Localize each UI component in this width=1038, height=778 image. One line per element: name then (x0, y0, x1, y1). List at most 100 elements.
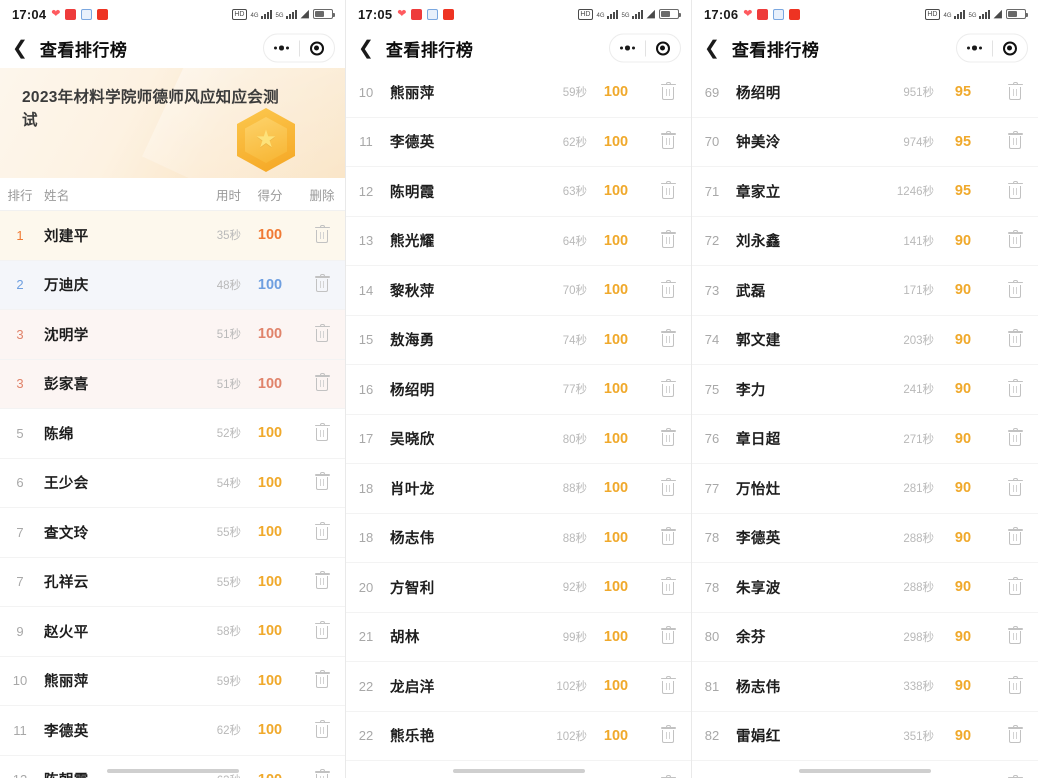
delete-button[interactable] (992, 230, 1038, 249)
row-name: 胡林 (390, 630, 420, 647)
close-button[interactable] (993, 35, 1028, 62)
table-row[interactable]: 10 熊丽萍 59秒 100 (0, 656, 345, 706)
table-row[interactable]: 78 朱享波 288秒 90 (692, 563, 1038, 613)
delete-button[interactable] (299, 571, 345, 590)
close-button[interactable] (300, 35, 335, 62)
table-row[interactable]: 15 敖海勇 74秒 100 (346, 315, 691, 365)
table-row[interactable]: 3 彭家喜 51秒 100 (0, 359, 345, 409)
delete-button[interactable] (992, 81, 1038, 101)
trash-icon (314, 373, 330, 392)
back-chevron-icon[interactable]: ❮ (12, 37, 28, 59)
delete-button[interactable] (299, 521, 345, 541)
delete-button[interactable] (992, 477, 1038, 497)
table-row[interactable]: 78 李德英 288秒 90 (692, 513, 1038, 563)
delete-button[interactable] (645, 626, 691, 645)
delete-button[interactable] (645, 329, 691, 348)
table-row[interactable]: 16 杨绍明 77秒 100 (346, 365, 691, 415)
delete-button[interactable] (645, 131, 691, 150)
table-row[interactable]: 77 万怡灶 281秒 90 (692, 464, 1038, 514)
table-row[interactable]: 71 章家立 1246秒 95 (692, 167, 1038, 217)
table-row[interactable]: 2 万迪庆 48秒 100 (0, 260, 345, 310)
trash-icon (1007, 230, 1023, 249)
delete-button[interactable] (299, 323, 345, 343)
back-chevron-icon[interactable]: ❮ (358, 37, 374, 59)
table-row[interactable]: 1 刘建平 35秒 100 (0, 211, 345, 261)
row-name: 章家立 (736, 184, 781, 201)
delete-button[interactable] (992, 626, 1038, 645)
table-row[interactable]: 76 章日超 271秒 90 (692, 414, 1038, 464)
delete-button[interactable] (992, 675, 1038, 695)
table-row[interactable]: 18 肖叶龙 88秒 100 (346, 464, 691, 514)
delete-button[interactable] (645, 279, 691, 299)
delete-button[interactable] (992, 428, 1038, 447)
delete-button[interactable] (992, 131, 1038, 150)
table-row[interactable]: 22 熊乐艳 102秒 100 (346, 711, 691, 761)
delete-button[interactable] (645, 675, 691, 695)
delete-button[interactable] (299, 422, 345, 442)
delete-button[interactable] (645, 428, 691, 447)
delete-button[interactable] (299, 274, 345, 293)
delete-button[interactable] (645, 180, 691, 200)
leaderboard-list[interactable]: 69 杨绍明 951秒 95 70 钟美泠 974秒 95 71 章家立 1246秒 95 72 刘永鑫 1… (692, 68, 1038, 778)
delete-button[interactable] (299, 719, 345, 739)
table-row[interactable]: 11 李德英 62秒 100 (346, 117, 691, 167)
leaderboard-list[interactable]: 1 刘建平 35秒 100 2 万迪庆 48秒 100 3 沈明学 51秒 100 3 彭家喜 51秒 100… (0, 211, 345, 778)
table-row[interactable]: 11 李德英 62秒 100 (0, 706, 345, 756)
table-row[interactable]: 74 郭文建 203秒 90 (692, 315, 1038, 365)
more-menu-button[interactable] (957, 35, 992, 62)
table-row[interactable]: 20 方智利 92秒 100 (346, 563, 691, 613)
table-row[interactable]: 21 胡林 99秒 100 (346, 612, 691, 662)
table-row[interactable]: 81 杨志伟 338秒 90 (692, 662, 1038, 712)
close-button[interactable] (646, 35, 681, 62)
table-row[interactable]: 12陈朝霞63秒100 (0, 755, 345, 778)
table-row[interactable]: 10 熊丽萍 59秒 100 (346, 68, 691, 118)
delete-button[interactable] (299, 472, 345, 491)
delete-button[interactable] (645, 230, 691, 249)
delete-button[interactable] (645, 725, 691, 744)
delete-button[interactable] (992, 378, 1038, 398)
table-row[interactable]: 7 孔祥云 55秒 100 (0, 557, 345, 607)
table-row[interactable]: 70 钟美泠 974秒 95 (692, 117, 1038, 167)
delete-button[interactable] (299, 769, 345, 778)
delete-button[interactable] (992, 180, 1038, 200)
delete-button[interactable] (992, 725, 1038, 744)
delete-button[interactable] (992, 329, 1038, 348)
leaderboard-list[interactable]: 10 熊丽萍 59秒 100 11 李德英 62秒 100 12 陈明霞 63秒 100 13 熊光耀 64… (346, 68, 691, 778)
table-row[interactable]: 72 刘永鑫 141秒 90 (692, 216, 1038, 266)
app-icon-blue (773, 8, 785, 20)
table-row[interactable]: 73 武磊 171秒 90 (692, 266, 1038, 316)
delete-button[interactable] (992, 279, 1038, 299)
table-row[interactable]: 69 杨绍明 951秒 95 (692, 68, 1038, 118)
delete-button[interactable] (645, 477, 691, 497)
row-name: 熊乐艳 (390, 729, 435, 746)
table-row[interactable]: 22 龙启洋 102秒 100 (346, 662, 691, 712)
table-row[interactable]: 82 雷娟红 351秒 90 (692, 711, 1038, 761)
table-row[interactable]: 12 陈明霞 63秒 100 (346, 167, 691, 217)
delete-button[interactable] (645, 81, 691, 101)
back-chevron-icon[interactable]: ❮ (704, 37, 720, 59)
delete-button[interactable] (299, 224, 345, 244)
table-row[interactable]: 80 余芬 298秒 90 (692, 612, 1038, 662)
delete-button[interactable] (299, 620, 345, 640)
delete-button[interactable] (645, 527, 691, 546)
delete-button[interactable] (299, 373, 345, 392)
delete-button[interactable] (299, 670, 345, 689)
delete-button[interactable] (645, 576, 691, 596)
table-row[interactable]: 13 熊光耀 64秒 100 (346, 216, 691, 266)
more-menu-button[interactable] (264, 35, 299, 62)
delete-button[interactable] (992, 527, 1038, 546)
table-row[interactable]: 17 吴晓欣 80秒 100 (346, 414, 691, 464)
table-row[interactable]: 9 赵火平 58秒 100 (0, 607, 345, 657)
table-row[interactable]: 14 黎秋萍 70秒 100 (346, 266, 691, 316)
table-row[interactable]: 7 查文玲 55秒 100 (0, 508, 345, 558)
delete-button[interactable] (645, 774, 691, 778)
delete-button[interactable] (992, 774, 1038, 778)
table-row[interactable]: 75 李力 241秒 90 (692, 365, 1038, 415)
delete-button[interactable] (645, 378, 691, 398)
table-row[interactable]: 6 王少会 54秒 100 (0, 458, 345, 508)
table-row[interactable]: 18 杨志伟 88秒 100 (346, 513, 691, 563)
table-row[interactable]: 3 沈明学 51秒 100 (0, 310, 345, 360)
delete-button[interactable] (992, 576, 1038, 596)
table-row[interactable]: 5 陈绵 52秒 100 (0, 409, 345, 459)
more-menu-button[interactable] (610, 35, 645, 62)
